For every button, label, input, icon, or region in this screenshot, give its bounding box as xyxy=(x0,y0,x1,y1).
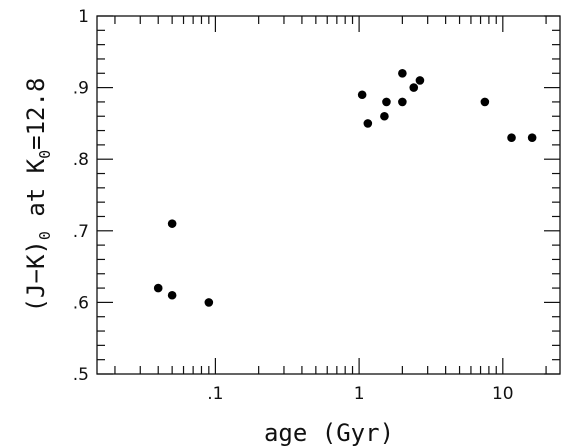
data-point xyxy=(398,68,407,78)
x-tick-label: 10 xyxy=(492,384,514,404)
x-axis-title: age (Gyr) xyxy=(264,419,394,447)
data-point xyxy=(204,298,214,307)
data-point xyxy=(167,290,177,300)
data-point xyxy=(380,111,389,121)
data-point xyxy=(507,133,516,143)
y-tick-label: .5 xyxy=(73,365,89,385)
y-tick-label: .9 xyxy=(73,79,89,99)
data-point xyxy=(153,283,163,293)
data-point xyxy=(167,219,177,228)
y-tick-label: .8 xyxy=(73,150,89,170)
y-tick-label: .6 xyxy=(73,293,89,313)
data-points xyxy=(153,68,537,307)
tick-labels: .1 1 10 .5 .6 .7 .8 .9 1 xyxy=(73,7,514,404)
plot-frame xyxy=(96,15,561,375)
tick-marks xyxy=(97,15,560,375)
data-point xyxy=(527,133,537,143)
data-point xyxy=(480,97,490,107)
y-tick-label: .7 xyxy=(73,222,89,242)
x-tick-label: .1 xyxy=(207,384,223,404)
y-tick-label: 1 xyxy=(78,7,89,27)
data-point xyxy=(357,90,367,100)
y-axis-title: (J−K)0 at K0=12.8 xyxy=(22,78,54,313)
x-tick-label: 1 xyxy=(354,384,365,404)
data-point xyxy=(398,97,407,107)
data-point xyxy=(363,119,373,128)
data-point xyxy=(382,97,391,107)
data-point xyxy=(415,76,425,85)
data-point xyxy=(409,83,419,92)
